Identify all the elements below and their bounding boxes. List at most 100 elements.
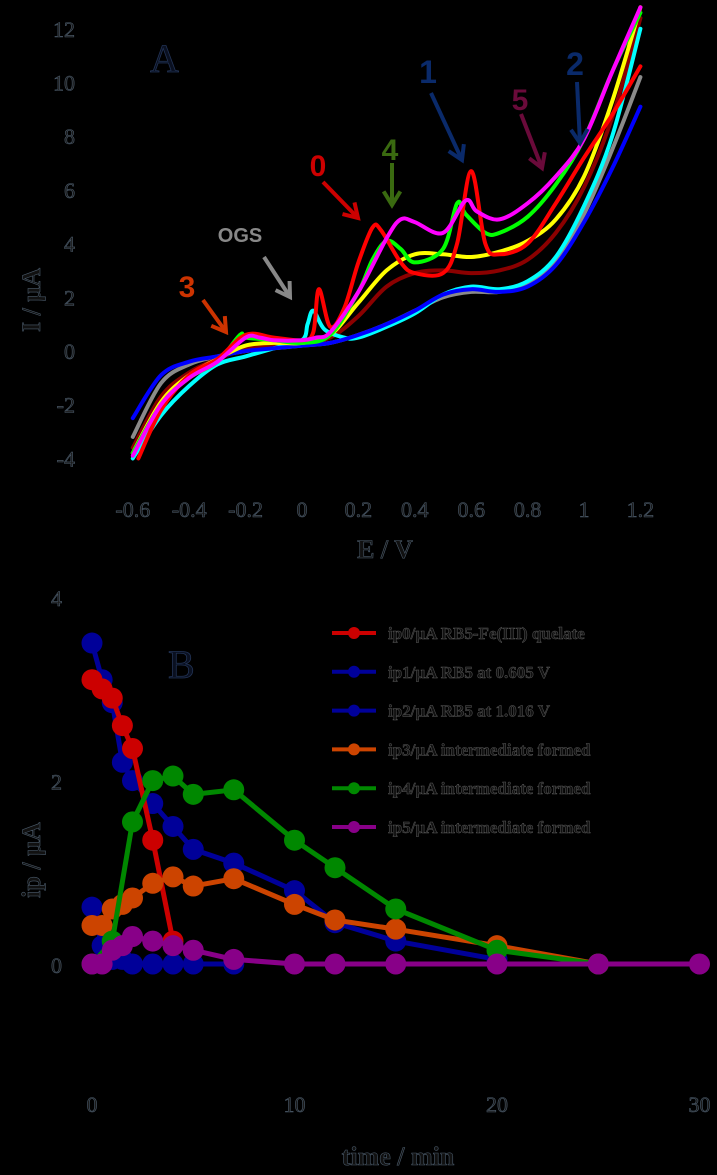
data-point: [385, 953, 407, 975]
y-tick: 8: [64, 124, 75, 149]
x-tick: -0.2: [228, 497, 263, 522]
data-point: [324, 857, 346, 879]
y-axis-label: ip / µA: [17, 822, 46, 898]
data-point: [182, 838, 204, 860]
legend: ip0/µA RB5-Fe(III) quelate ip1/µA RB5 at …: [332, 624, 591, 837]
data-point: [284, 953, 305, 975]
legend-marker: [348, 704, 360, 717]
data-point: [324, 953, 346, 975]
arrow-icon: [575, 81, 582, 144]
x-axis-label: time / min: [342, 1142, 455, 1171]
annotation-0: 0: [310, 150, 327, 183]
x-tick: 0.8: [514, 497, 542, 522]
arrow-icon: [262, 255, 292, 299]
data-point: [162, 953, 184, 975]
arrow-icon: [321, 180, 360, 220]
series-ip5: [81, 925, 710, 975]
data-point: [385, 898, 407, 920]
legend-label: ip0/µA RB5-Fe(III) quelate: [388, 624, 585, 643]
data-point: [587, 953, 609, 975]
y-tick: 2: [64, 285, 75, 310]
data-point: [385, 918, 407, 940]
data-point: [122, 925, 143, 947]
data-point: [101, 687, 123, 709]
annotation-5: 5: [512, 84, 529, 117]
arrowhead-icon: [274, 280, 293, 301]
x-tick: 30: [689, 1092, 711, 1117]
data-point: [81, 632, 103, 654]
data-point: [142, 770, 164, 792]
data-point: [162, 866, 184, 888]
cv-curve-5: [130, 16, 643, 450]
annotation-1: 1: [419, 54, 437, 90]
panel-label-b: B: [168, 642, 195, 687]
arrow-icon: [429, 92, 464, 161]
data-point: [689, 953, 710, 975]
cv-curve-0: [136, 64, 643, 461]
legend-item: ip2/µA RB5 at 1.016 V: [332, 701, 551, 721]
series-line: [90, 773, 599, 967]
legend-item: ip4/µA intermediate formed: [332, 779, 591, 798]
curve-annotations: 0 1 2 3 4 5 OGS: [179, 46, 590, 336]
legend-label: ip3/µA intermediate formed: [388, 740, 591, 759]
arrow-icon: [201, 298, 228, 334]
arrowhead-icon: [528, 151, 547, 172]
x-tick: 1: [579, 497, 590, 522]
arrowhead-icon: [381, 190, 403, 209]
y-tick: -4: [57, 446, 75, 471]
annotation-2: 2: [566, 46, 584, 82]
data-point: [223, 868, 245, 890]
legend-marker: [348, 743, 360, 756]
x-tick: 10: [284, 1092, 306, 1117]
legend-label: ip5/µA intermediate formed: [388, 818, 591, 837]
data-point: [111, 715, 133, 737]
y-tick: 0: [51, 953, 62, 978]
arrow-icon: [519, 113, 544, 169]
kinetic-series: [81, 632, 710, 975]
annotation-ogs: OGS: [218, 225, 262, 247]
data-point: [182, 875, 204, 897]
kinetics-chart: B 420 0 10 20 30 ip / µA time / min ip0/µA …: [17, 586, 711, 1171]
series-ip0: [81, 669, 184, 952]
data-point: [324, 909, 346, 931]
panel-label-a: A: [150, 36, 179, 81]
y-tick: -2: [57, 393, 75, 418]
data-point: [162, 935, 184, 957]
data-point: [182, 783, 204, 805]
y-tick: 6: [64, 178, 75, 203]
y-tick-labels: 12 10 8 6 4 2 0 -2 -4: [53, 16, 76, 471]
y-axis-label: I / µA: [17, 268, 46, 332]
x-tick-labels: 0 10 20 30: [86, 1092, 711, 1118]
x-tick: 0: [297, 497, 308, 522]
cv-curve-1: [130, 5, 643, 458]
cv-curve-4: [130, 10, 643, 455]
data-point: [122, 738, 143, 760]
legend-marker: [348, 627, 360, 639]
arrowhead-icon: [447, 143, 466, 164]
data-point: [223, 948, 245, 970]
y-tick: 4: [64, 232, 75, 257]
y-tick: 10: [53, 71, 75, 96]
data-point: [142, 930, 164, 952]
arrowhead-icon: [210, 315, 229, 336]
legend-item: ip3/µA intermediate formed: [332, 740, 591, 760]
data-point: [142, 953, 164, 975]
x-axis-label: E / V: [357, 535, 413, 564]
legend-label: ip4/µA intermediate formed: [388, 779, 591, 798]
data-point: [142, 872, 164, 894]
x-tick: 20: [486, 1092, 508, 1117]
legend-item: ip5/µA intermediate formed: [332, 818, 591, 837]
y-tick: 2: [51, 770, 62, 795]
x-tick: 0: [87, 1092, 98, 1117]
data-point: [284, 829, 305, 851]
cv-curve-yellow: [130, 5, 643, 455]
cv-curve-3: [130, 26, 643, 461]
x-tick: -0.6: [115, 497, 150, 522]
arrowhead-icon: [569, 128, 590, 147]
legend-label: ip1/µA RB5 at 0.605 V: [388, 663, 551, 682]
data-point: [284, 893, 305, 915]
y-tick-labels: 4 2 0: [51, 586, 63, 978]
data-point: [223, 852, 245, 874]
